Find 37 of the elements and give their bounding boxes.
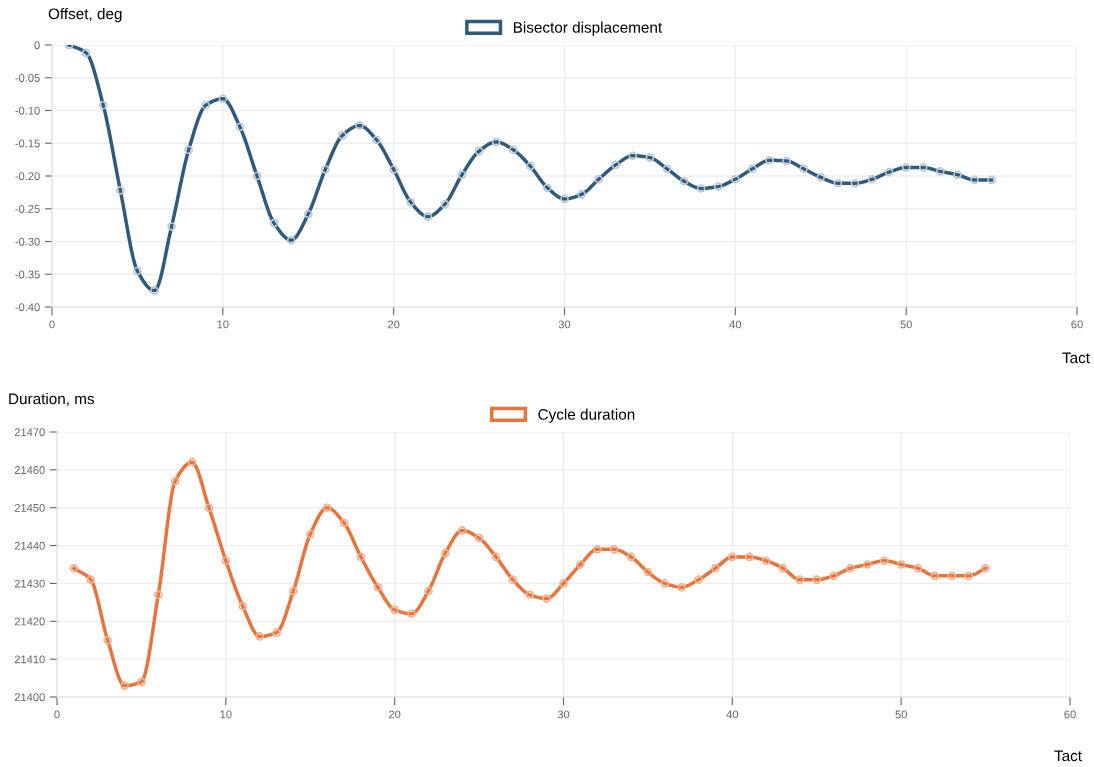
- y-tick-label: -0.15: [15, 139, 40, 148]
- x-tick-label: 10: [217, 320, 229, 329]
- y-tick-label: -0.40: [15, 303, 40, 312]
- y-axis-title: Duration, ms: [9, 393, 95, 407]
- y-tick-label: -0.35: [15, 270, 40, 279]
- legend-label: Bisector displacement: [513, 21, 663, 36]
- y-tick-label: -0.05: [15, 74, 40, 82]
- legend-label: Cycle duration: [538, 408, 635, 423]
- x-tick-label: 0: [54, 710, 60, 719]
- x-tick-label: 20: [388, 320, 400, 329]
- x-tick-label: 0: [49, 320, 55, 329]
- x-tick-label: 10: [220, 710, 232, 719]
- x-axis-title: Tact: [1062, 352, 1090, 364]
- y-tick-label: -0.20: [15, 172, 40, 181]
- y-tick-label: 21460: [14, 466, 45, 474]
- x-tick-label: 20: [389, 710, 401, 719]
- x-tick-label: 50: [895, 710, 907, 719]
- y-tick-label: 21400: [14, 693, 45, 702]
- x-tick-label: 50: [900, 320, 912, 329]
- x-tick-label: 40: [729, 320, 742, 329]
- x-tick-label: 30: [558, 320, 571, 329]
- y-tick-label: 0: [34, 41, 40, 50]
- y-tick-label: 21430: [14, 579, 45, 588]
- y-tick-label: -0.25: [15, 205, 40, 213]
- y-tick-label: 21440: [14, 541, 45, 550]
- y-tick-label: 21410: [14, 655, 45, 664]
- x-tick-label: 60: [1071, 320, 1083, 329]
- x-tick-label: 60: [1064, 710, 1076, 719]
- x-axis-title: Tact: [1054, 750, 1082, 762]
- y-axis-title: Offset, deg: [48, 8, 122, 23]
- y-tick-label: 21470: [14, 428, 45, 437]
- x-tick-label: 40: [726, 710, 739, 719]
- y-tick-label: 21420: [14, 617, 45, 626]
- x-tick-label: 30: [557, 710, 570, 719]
- y-tick-label: 21450: [14, 503, 45, 512]
- y-tick-label: -0.10: [15, 106, 40, 115]
- y-tick-label: -0.30: [15, 237, 40, 246]
